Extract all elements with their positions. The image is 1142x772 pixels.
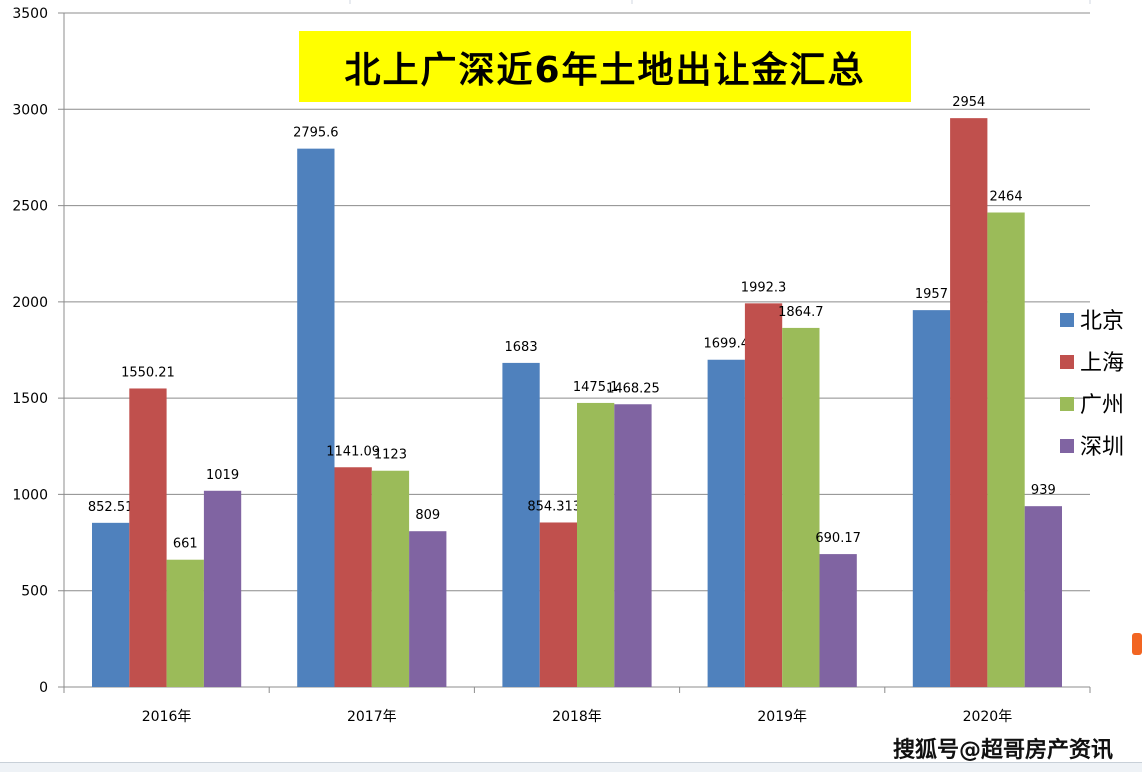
legend-swatch [1060,397,1074,411]
bar [92,522,130,687]
x-tick-label: 2018年 [552,709,602,725]
data-label: 1864.7 [778,305,824,320]
bar [987,212,1025,687]
data-label: 1019 [206,468,239,483]
bar [1024,506,1062,687]
logo-fragment [1132,633,1142,655]
bar [912,310,951,687]
data-label: 939 [1031,483,1056,498]
bar [371,470,410,687]
data-label: 2954 [952,95,985,110]
data-label: 809 [415,508,440,523]
x-tick-label: 2019年 [757,709,807,725]
y-tick-label: 3500 [12,6,48,22]
bar [744,303,783,687]
data-label: 1992.3 [741,280,787,295]
data-label: 661 [173,537,198,552]
bar [129,388,167,687]
bar [577,402,615,687]
y-tick-label: 1500 [12,391,48,407]
y-tick-label: 0 [39,680,48,696]
legend-label: 北京 [1080,309,1124,334]
legend-label: 上海 [1080,351,1124,376]
bar [297,148,335,687]
data-label: 1123 [374,448,407,463]
x-tick-label: 2020年 [963,709,1013,725]
data-label: 690.17 [815,531,861,546]
y-tick-label: 500 [21,584,48,600]
legend-label: 广州 [1080,393,1124,418]
bar [819,554,857,687]
legend-swatch [1060,439,1074,453]
spreadsheet-strip [0,762,1142,772]
bar [782,327,820,687]
data-label: 1141.09 [326,444,380,459]
chart-title: 北上广深近6年土地出让金汇总 [299,31,911,102]
data-label: 1468.25 [606,381,660,396]
bar [166,559,204,687]
data-label: 1475.1 [573,380,619,395]
y-tick-label: 1000 [12,487,48,503]
bar [409,531,447,687]
data-label: 1550.21 [121,365,175,380]
data-label: 1699.4 [704,337,750,352]
bar [707,359,745,687]
data-label: 1683 [505,340,538,355]
legend-swatch [1060,355,1074,369]
bar [203,490,242,687]
bar [334,467,372,687]
y-tick-label: 2000 [12,295,48,311]
watermark: 搜狐号@超哥房产资讯 [893,738,1114,763]
x-tick-label: 2016年 [142,709,192,725]
data-label: 854.3135 [527,499,589,514]
bar [950,118,988,688]
bar [502,362,540,687]
data-label: 1957 [915,287,948,302]
legend-label: 深圳 [1080,435,1124,460]
y-tick-label: 2500 [12,199,48,215]
bar [539,522,577,687]
legend-swatch [1060,313,1074,327]
data-label: 2464 [990,190,1023,205]
bar [614,404,652,687]
data-label: 852.51 [88,500,134,515]
x-tick-label: 2017年 [347,709,397,725]
y-tick-label: 3000 [12,102,48,118]
data-label: 2795.6 [293,126,339,141]
